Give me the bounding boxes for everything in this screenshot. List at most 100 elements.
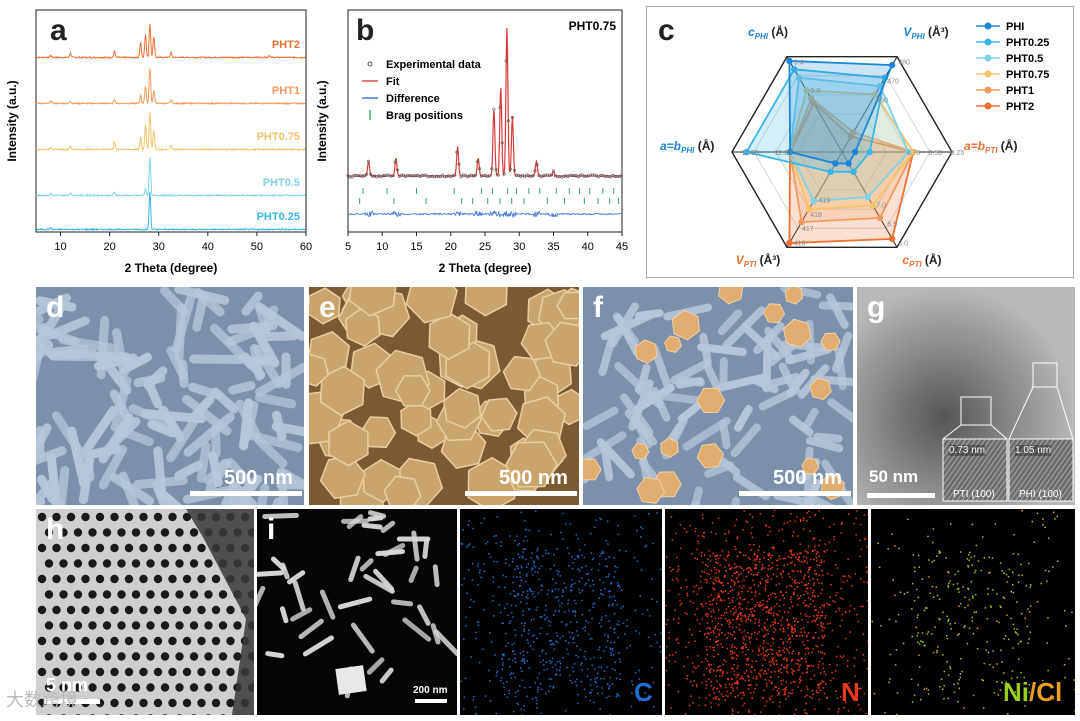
eds-dot — [589, 638, 591, 640]
eds-dot — [568, 631, 571, 633]
eds-dot — [537, 547, 539, 550]
eds-dot — [854, 675, 856, 677]
eds-dot — [853, 608, 856, 610]
experimental-point-b — [461, 173, 465, 177]
eds-dot — [1010, 677, 1013, 680]
eds-dot — [705, 613, 708, 615]
eds-dot — [768, 612, 770, 614]
eds-dot — [838, 708, 840, 710]
eds-dot — [521, 660, 523, 662]
eds-dot — [1010, 591, 1012, 593]
hexagon-shape — [348, 287, 397, 317]
eds-dot — [808, 615, 811, 618]
eds-dot — [813, 558, 815, 561]
eds-dot — [523, 630, 525, 632]
eds-dot — [755, 574, 758, 576]
eds-dot — [839, 625, 841, 627]
eds-dot — [820, 624, 822, 626]
eds-dot — [736, 565, 739, 568]
eds-dot — [536, 606, 539, 609]
pore-dot — [204, 652, 213, 661]
eds-dot — [541, 585, 543, 587]
eds-dot — [638, 678, 640, 680]
eds-dot — [838, 607, 840, 609]
pore-dot — [110, 698, 119, 708]
eds-dot — [683, 528, 686, 530]
eds-dot — [601, 692, 604, 694]
eds-dot — [756, 558, 758, 561]
eds-dot — [732, 613, 735, 616]
pore-dot — [81, 667, 90, 677]
rod-shape — [422, 537, 430, 559]
rod-shape — [192, 292, 208, 332]
eds-dot — [492, 581, 495, 583]
eds-dot — [796, 581, 798, 584]
eds-dot — [1028, 691, 1031, 694]
radar-point-PHT0.75 — [869, 202, 876, 209]
eds-dot — [921, 632, 924, 634]
eds-dot — [558, 610, 560, 612]
experimental-point-b — [599, 174, 603, 178]
eds-dot — [608, 573, 610, 576]
eds-dot — [713, 697, 715, 699]
eds-dot — [640, 569, 643, 571]
eds-dot — [717, 640, 719, 642]
eds-dot — [891, 533, 893, 535]
eds-dot — [1003, 672, 1005, 674]
eds-dot — [999, 605, 1001, 607]
eds-dot — [514, 595, 517, 598]
eds-dot — [717, 609, 720, 611]
eds-dot — [732, 601, 734, 603]
eds-dot — [618, 620, 620, 622]
eds-dot — [759, 513, 762, 515]
eds-dot — [1025, 699, 1027, 702]
rod-shape — [434, 629, 457, 657]
eds-dot — [550, 678, 553, 680]
eds-dot — [767, 534, 769, 536]
eds-dot — [967, 566, 970, 568]
eds-dot — [1003, 572, 1005, 574]
eds-dot — [771, 681, 773, 684]
eds-dot — [604, 670, 606, 672]
eds-dot — [805, 551, 808, 553]
eds-dot — [824, 551, 826, 553]
pore-dot — [110, 605, 119, 615]
eds-dot — [520, 511, 522, 514]
hexagon-shape — [405, 287, 459, 324]
legend-marker-c — [984, 102, 992, 110]
eds-dot — [990, 606, 992, 608]
panel-a-label: a — [50, 14, 67, 47]
rod-shape — [807, 493, 835, 505]
eds-dot — [811, 591, 814, 594]
eds-dot — [757, 604, 760, 607]
rod-shape — [86, 444, 122, 459]
eds-dot — [782, 557, 785, 560]
eds-dot — [917, 632, 919, 634]
eds-dot — [559, 605, 561, 607]
eds-dot — [705, 667, 708, 670]
eds-dot — [1063, 610, 1066, 612]
eds-dot — [618, 584, 620, 586]
eds-dot — [764, 705, 766, 707]
eds-dot — [816, 614, 818, 616]
eds-dot — [770, 593, 772, 596]
panel-d-label: d — [46, 291, 65, 324]
eds-dot — [790, 682, 792, 684]
eds-dot — [587, 668, 589, 670]
eds-dot — [607, 640, 609, 642]
eds-dot — [763, 655, 765, 657]
pore-dot — [95, 636, 105, 646]
eds-dot — [710, 611, 712, 613]
pore-dot — [81, 605, 90, 615]
eds-dot — [708, 632, 710, 635]
eds-dot — [718, 580, 721, 582]
experimental-point-b — [358, 174, 362, 178]
eds-dot — [996, 663, 998, 665]
eds-dot — [522, 654, 525, 657]
eds-dot — [677, 642, 680, 644]
eds-dot — [713, 632, 715, 634]
eds-dot — [602, 593, 604, 596]
eds-dot — [968, 554, 970, 556]
eds-dot — [860, 578, 862, 580]
eds-dot — [958, 679, 960, 681]
